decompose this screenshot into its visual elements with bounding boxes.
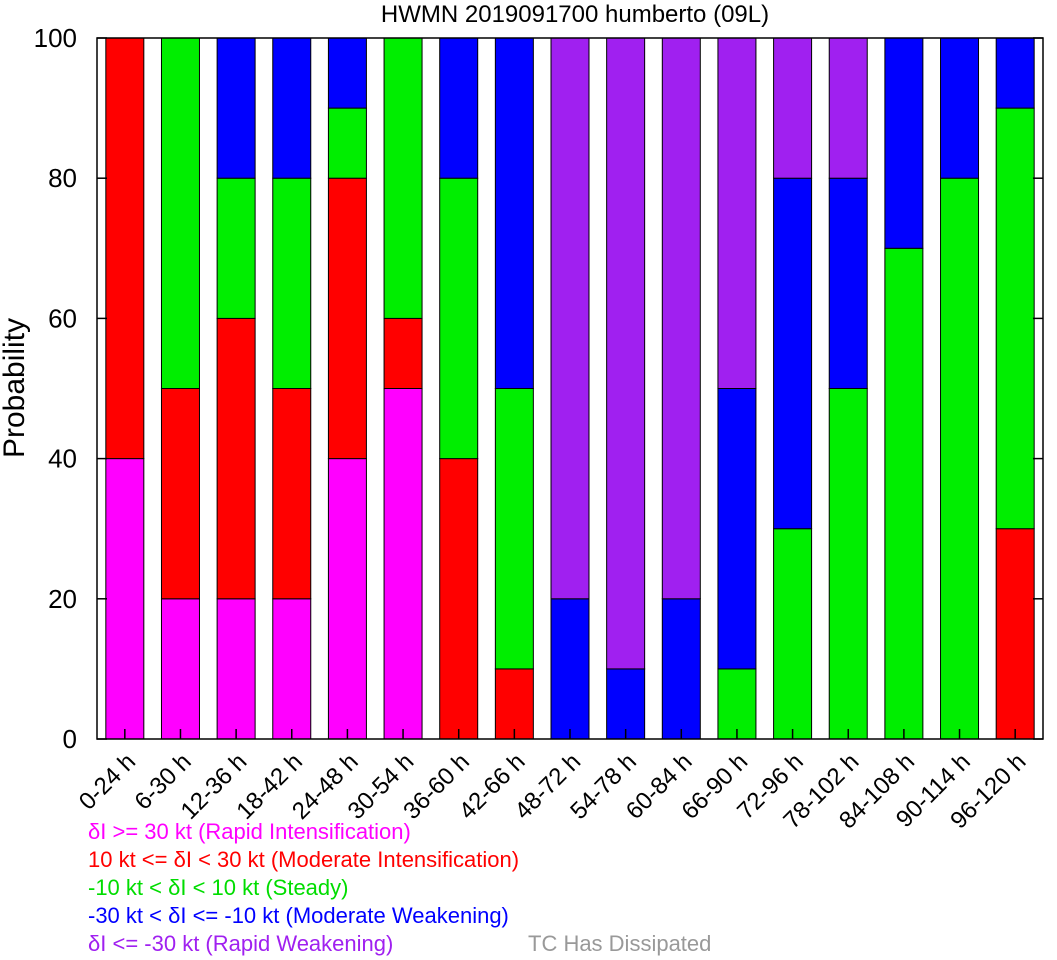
bar-segment-16-3: [995, 37, 1035, 109]
bar-segment-6-3: [439, 37, 479, 179]
bar-segment-10-4: [661, 37, 701, 600]
bar-segment-3-3: [272, 37, 312, 179]
bar-segment-5-2: [383, 37, 423, 319]
bar-segment-15-2: [940, 177, 980, 740]
bar-segment-11-4: [717, 37, 757, 389]
bar-segment-4-3: [327, 37, 367, 109]
bar-segment-11-3: [717, 388, 757, 670]
y-tick-label-20: 20: [48, 584, 77, 614]
bar-segment-8-3: [550, 598, 590, 740]
legend-entry-1: 10 kt <= δI < 30 kt (Moderate Intensific…: [88, 847, 520, 872]
y-tick-label-80: 80: [48, 163, 77, 193]
bar-segment-13-2: [828, 388, 868, 740]
bar-segment-2-2: [216, 177, 256, 319]
bar-segment-0-1: [105, 37, 145, 460]
bar-segment-3-0: [272, 598, 312, 740]
bar-segment-3-1: [272, 388, 312, 600]
bar-segment-1-1: [160, 388, 200, 600]
bar-segment-7-2: [494, 388, 534, 670]
bar-segment-13-3: [828, 177, 868, 389]
bar-segment-16-1: [995, 528, 1035, 740]
bar-segment-11-2: [717, 668, 757, 740]
bar-segment-0-0: [105, 458, 145, 740]
bar-segment-14-2: [884, 247, 924, 740]
bar-segment-12-4: [773, 37, 813, 179]
legend-dissipated: TC Has Dissipated: [528, 931, 712, 956]
y-axis: 0 20 40 60 80 100: [34, 23, 1043, 754]
y-tick-label-0: 0: [63, 724, 77, 754]
legend-entry-2: -10 kt < δI < 10 kt (Steady): [88, 875, 349, 900]
bar-segment-1-2: [160, 37, 200, 389]
bar-segment-3-2: [272, 177, 312, 389]
bar-segment-16-2: [995, 107, 1035, 530]
bar-segment-6-2: [439, 177, 479, 460]
bar-segment-1-0: [160, 598, 200, 740]
bar-segment-4-1: [327, 177, 367, 460]
bar-segment-15-3: [940, 37, 980, 179]
plot-frame: [96, 37, 1044, 740]
bar-segment-2-1: [216, 317, 256, 600]
bar-segment-2-3: [216, 37, 256, 179]
bar-segment-7-1: [494, 668, 534, 740]
chart-title: HWMN 2019091700 humberto (09L): [381, 1, 769, 28]
bar-segment-8-4: [550, 37, 590, 600]
bar-segment-9-3: [606, 668, 646, 740]
bar-segment-4-0: [327, 458, 367, 740]
bars-group: [105, 37, 1035, 740]
legend-entry-4: δI <= -30 kt (Rapid Weakening): [88, 931, 394, 956]
bar-segment-12-3: [773, 177, 813, 530]
bar-segment-12-2: [773, 528, 813, 740]
bar-segment-5-0: [383, 388, 423, 740]
bar-segment-2-0: [216, 598, 256, 740]
y-tick-label-40: 40: [48, 444, 77, 474]
legend-entry-0: δI >= 30 kt (Rapid Intensification): [88, 819, 411, 844]
bar-segment-10-3: [661, 598, 701, 740]
bar-segment-5-1: [383, 317, 423, 389]
bar-segment-9-4: [606, 37, 646, 670]
bar-segment-14-3: [884, 37, 924, 249]
y-tick-label-60: 60: [48, 303, 77, 333]
bar-segment-13-4: [828, 37, 868, 179]
bar-segment-6-1: [439, 458, 479, 740]
bar-segment-7-3: [494, 37, 534, 389]
bar-segment-4-2: [327, 107, 367, 179]
y-axis-label: Probability: [0, 318, 31, 458]
y-tick-label-100: 100: [34, 23, 77, 53]
x-tick-label-0: 0-24 h: [74, 748, 141, 815]
legend-entry-3: -30 kt < δI <= -10 kt (Moderate Weakenin…: [88, 903, 509, 928]
